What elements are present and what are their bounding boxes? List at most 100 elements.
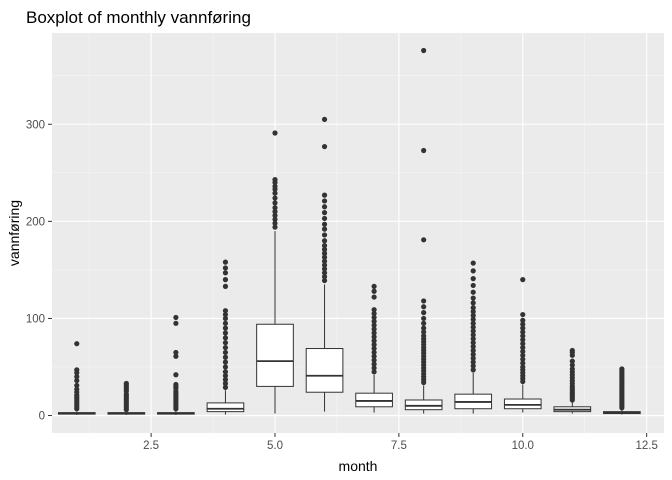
outlier-point: [520, 360, 526, 366]
outlier-point: [470, 367, 476, 373]
outlier-point: [222, 277, 229, 283]
outlier-point: [470, 324, 476, 330]
outlier-point: [520, 329, 526, 335]
outlier-point: [569, 358, 575, 364]
box-iqr: [503, 398, 542, 410]
outlier-point: [520, 364, 526, 370]
outlier-point: [321, 243, 328, 249]
outlier-point: [520, 341, 526, 347]
outlier-point: [421, 310, 427, 316]
y-tick-label: 300: [26, 119, 45, 131]
outlier-point: [222, 369, 229, 375]
outlier-point: [272, 195, 278, 201]
outlier-point: [520, 352, 526, 358]
outlier-point: [272, 183, 278, 189]
outlier-point: [222, 380, 229, 387]
outlier-point: [272, 212, 278, 219]
outlier-point: [421, 47, 427, 54]
outlier-point: [371, 322, 377, 328]
box-month-4: [206, 259, 245, 415]
x-tick-label: 10.0: [512, 440, 534, 452]
outlier-point: [421, 315, 427, 322]
outlier-point: [421, 325, 427, 331]
outlier-point: [321, 204, 328, 210]
outlier-point: [222, 320, 229, 326]
outlier-point: [520, 277, 526, 283]
outlier-point: [222, 308, 229, 314]
outlier-point: [371, 288, 377, 294]
outlier-point: [470, 289, 476, 295]
outlier-point: [371, 318, 377, 324]
outlier-point: [321, 215, 328, 222]
outlier-point: [321, 232, 328, 238]
outlier-point: [520, 356, 526, 362]
outlier-point: [421, 298, 427, 304]
outlier-point: [470, 305, 476, 311]
plot-panel: [52, 33, 664, 433]
box-iqr: [305, 348, 344, 393]
x-axis-title: month: [339, 458, 378, 474]
outlier-point: [520, 344, 526, 351]
outlier-point: [222, 377, 229, 383]
outlier-point: [321, 266, 328, 272]
outlier-point: [222, 335, 229, 341]
box-iqr: [404, 399, 443, 411]
outlier-point: [371, 307, 377, 313]
outlier-point: [321, 270, 328, 276]
outlier-point: [321, 238, 328, 244]
outlier-point: [569, 366, 575, 372]
outlier-point: [272, 200, 278, 206]
box-month-3: [157, 314, 195, 416]
outlier-point: [421, 304, 427, 310]
outlier-point: [321, 192, 328, 198]
outlier-point: [371, 345, 377, 352]
outlier-point: [222, 340, 229, 346]
x-tick-label: 5.0: [267, 440, 283, 452]
outlier-point: [321, 246, 328, 253]
box-month-8: [404, 47, 443, 414]
box-iqr: [206, 402, 245, 413]
outlier-point: [520, 333, 526, 339]
outlier-point: [321, 210, 328, 216]
outlier-point: [321, 221, 328, 227]
outlier-point: [371, 357, 377, 363]
outlier-point: [123, 380, 129, 387]
outlier-point: [222, 330, 229, 336]
outlier-point: [371, 330, 377, 336]
outlier-point: [470, 355, 476, 361]
outlier-point: [321, 254, 328, 260]
outlier-point: [371, 349, 377, 356]
outlier-point: [272, 130, 278, 136]
outlier-point: [371, 353, 377, 359]
outlier-point: [222, 259, 229, 265]
outlier-point: [371, 369, 377, 375]
outlier-point: [470, 282, 476, 289]
outlier-point: [74, 377, 80, 384]
outlier-point: [321, 198, 328, 204]
outlier-point: [173, 353, 179, 359]
outlier-point: [470, 312, 476, 319]
box-month-9: [454, 260, 493, 414]
outlier-point: [470, 343, 476, 350]
outlier-point: [222, 349, 229, 356]
x-tick-label: 12.5: [635, 440, 657, 452]
outlier-point: [173, 381, 179, 388]
outlier-point: [520, 348, 526, 355]
outlier-point: [222, 354, 229, 360]
outlier-point: [520, 317, 526, 323]
outlier-point: [520, 311, 526, 318]
outlier-point: [470, 309, 476, 315]
outlier-point: [421, 147, 427, 154]
outlier-point: [321, 143, 328, 150]
outlier-point: [470, 328, 476, 334]
y-tick-label: 200: [26, 216, 45, 228]
outlier-point: [321, 262, 328, 268]
outlier-point: [74, 341, 80, 347]
outlier-point: [173, 314, 179, 321]
outlier-point: [222, 325, 229, 331]
outlier-point: [470, 316, 476, 323]
outlier-point: [272, 216, 278, 223]
outlier-point: [421, 237, 427, 243]
outlier-point: [74, 386, 80, 392]
